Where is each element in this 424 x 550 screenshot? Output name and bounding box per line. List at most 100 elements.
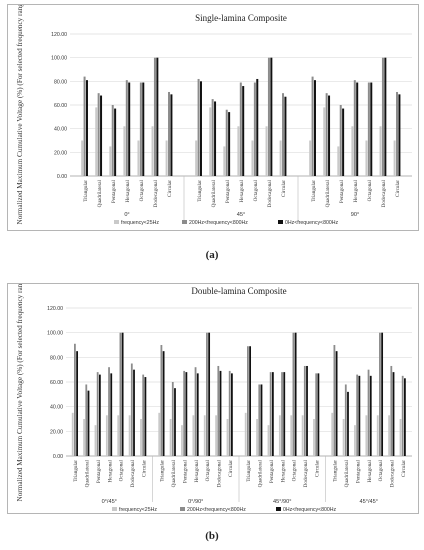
shape-label: Dodecagonal (390, 459, 396, 487)
bar-full (270, 57, 273, 176)
shape-label: Hexagonal (353, 179, 359, 202)
bar-mid (85, 384, 88, 456)
bar-low (251, 140, 254, 176)
bar-full (199, 81, 202, 176)
bar-low (265, 126, 268, 176)
shape-label: Pentagonal (111, 179, 117, 203)
legend-swatch (182, 220, 187, 224)
bar-low (109, 146, 112, 176)
bar-full (98, 374, 101, 456)
bar-low (81, 140, 84, 176)
bar-mid (311, 76, 314, 176)
bar-low (337, 146, 340, 176)
legend-label: 200Hz<frequency<800Hz (187, 507, 246, 513)
shape-label: Hexagonal (107, 459, 113, 482)
shape-label: Dodecagonal (381, 179, 387, 207)
single-lamina-chart: Single-lamina Composite Normalized Maximu… (16, 5, 412, 226)
bar-mid (281, 372, 283, 456)
bar-full (249, 346, 252, 456)
shape-label: Pentagonal (96, 459, 102, 483)
bar-low (117, 415, 120, 456)
bar-full (100, 95, 103, 176)
bar-low (223, 146, 226, 176)
bar-full (284, 96, 287, 176)
bar-full (392, 372, 395, 456)
shape-label: Dodecagonal (130, 459, 136, 487)
y-tick-label: 80.00 (50, 355, 63, 361)
shape-label: Pentagonal (355, 459, 361, 483)
bar-full (370, 82, 373, 176)
shape-label: Dodecagonal (267, 179, 273, 207)
bar-low (376, 415, 379, 456)
bar-full (144, 377, 147, 456)
bar-low (94, 425, 97, 456)
y-axis-label: Normalized Maximum Cumulative Voltage (%… (16, 5, 24, 224)
shape-label: Pentagonal (225, 179, 231, 203)
bar-mid (142, 374, 145, 456)
bar-full (156, 57, 159, 176)
bar-low (267, 425, 270, 456)
bar-mid (211, 99, 214, 176)
bar-full (260, 384, 263, 456)
bar-full (283, 372, 286, 456)
bar-mid (96, 372, 99, 456)
bar-mid (160, 345, 163, 456)
bar-mid (139, 82, 142, 176)
shape-label: Circular (314, 460, 320, 477)
panel-label-a: (a) (205, 249, 219, 261)
bar-mid (344, 384, 347, 456)
bar-low (388, 415, 391, 456)
bar-full (170, 94, 173, 176)
legend-swatch (278, 220, 283, 224)
bar-mid (206, 332, 208, 456)
y-tick-label: 60.00 (54, 103, 67, 109)
bar-mid (282, 93, 285, 176)
bar-full (142, 82, 145, 176)
shape-label: Triangular (197, 180, 203, 202)
bar-low (169, 419, 172, 456)
shape-label: Octagonal (378, 459, 384, 481)
y-tick-label: 40.00 (54, 127, 67, 133)
bar-low (140, 419, 142, 456)
bar-full (128, 82, 131, 176)
double-lamina-chart: Double-lamina Composite Normalized Maximu… (16, 284, 412, 513)
group-label: 90° (351, 212, 359, 218)
bar-full (317, 373, 320, 456)
bar-low (365, 415, 368, 456)
bar-low (379, 126, 382, 176)
bar-low (105, 415, 108, 456)
bar-low (209, 107, 212, 176)
bar-mid (401, 375, 404, 456)
shape-label: Quadrilateral (257, 459, 263, 487)
bar-mid (303, 365, 306, 456)
bar-full (369, 375, 372, 456)
shape-label: Hexagonal (280, 459, 286, 482)
bar-low (237, 126, 240, 176)
bar-full (85, 80, 88, 176)
bar-full (219, 370, 222, 456)
legend-label: 0Hz<frequency<800Hz (283, 507, 336, 513)
bar-full (121, 332, 124, 456)
group-label: 45°/90° (273, 499, 291, 505)
bar-mid (353, 80, 356, 176)
bar-mid (97, 93, 100, 176)
bar-full (356, 82, 359, 176)
bar-low (331, 412, 334, 456)
bar-full (403, 378, 406, 456)
bar-full (342, 108, 345, 176)
shape-label: Triangular (311, 180, 317, 202)
group-label: 0° (124, 212, 129, 218)
bar-full (87, 390, 90, 456)
shape-label: Dodecagonal (217, 459, 223, 487)
bar-full (328, 95, 331, 176)
bar-full (313, 80, 316, 176)
shape-label: Circular (141, 460, 147, 477)
bar-mid (292, 332, 295, 456)
bar-full (208, 332, 211, 456)
shape-label: Circular (228, 460, 234, 477)
shape-label: Hexagonal (367, 459, 373, 482)
shape-label: Octagonal (253, 179, 259, 201)
shape-label: Octagonal (292, 459, 298, 481)
shape-label: Octagonal (119, 459, 125, 481)
bar-full (381, 332, 384, 456)
